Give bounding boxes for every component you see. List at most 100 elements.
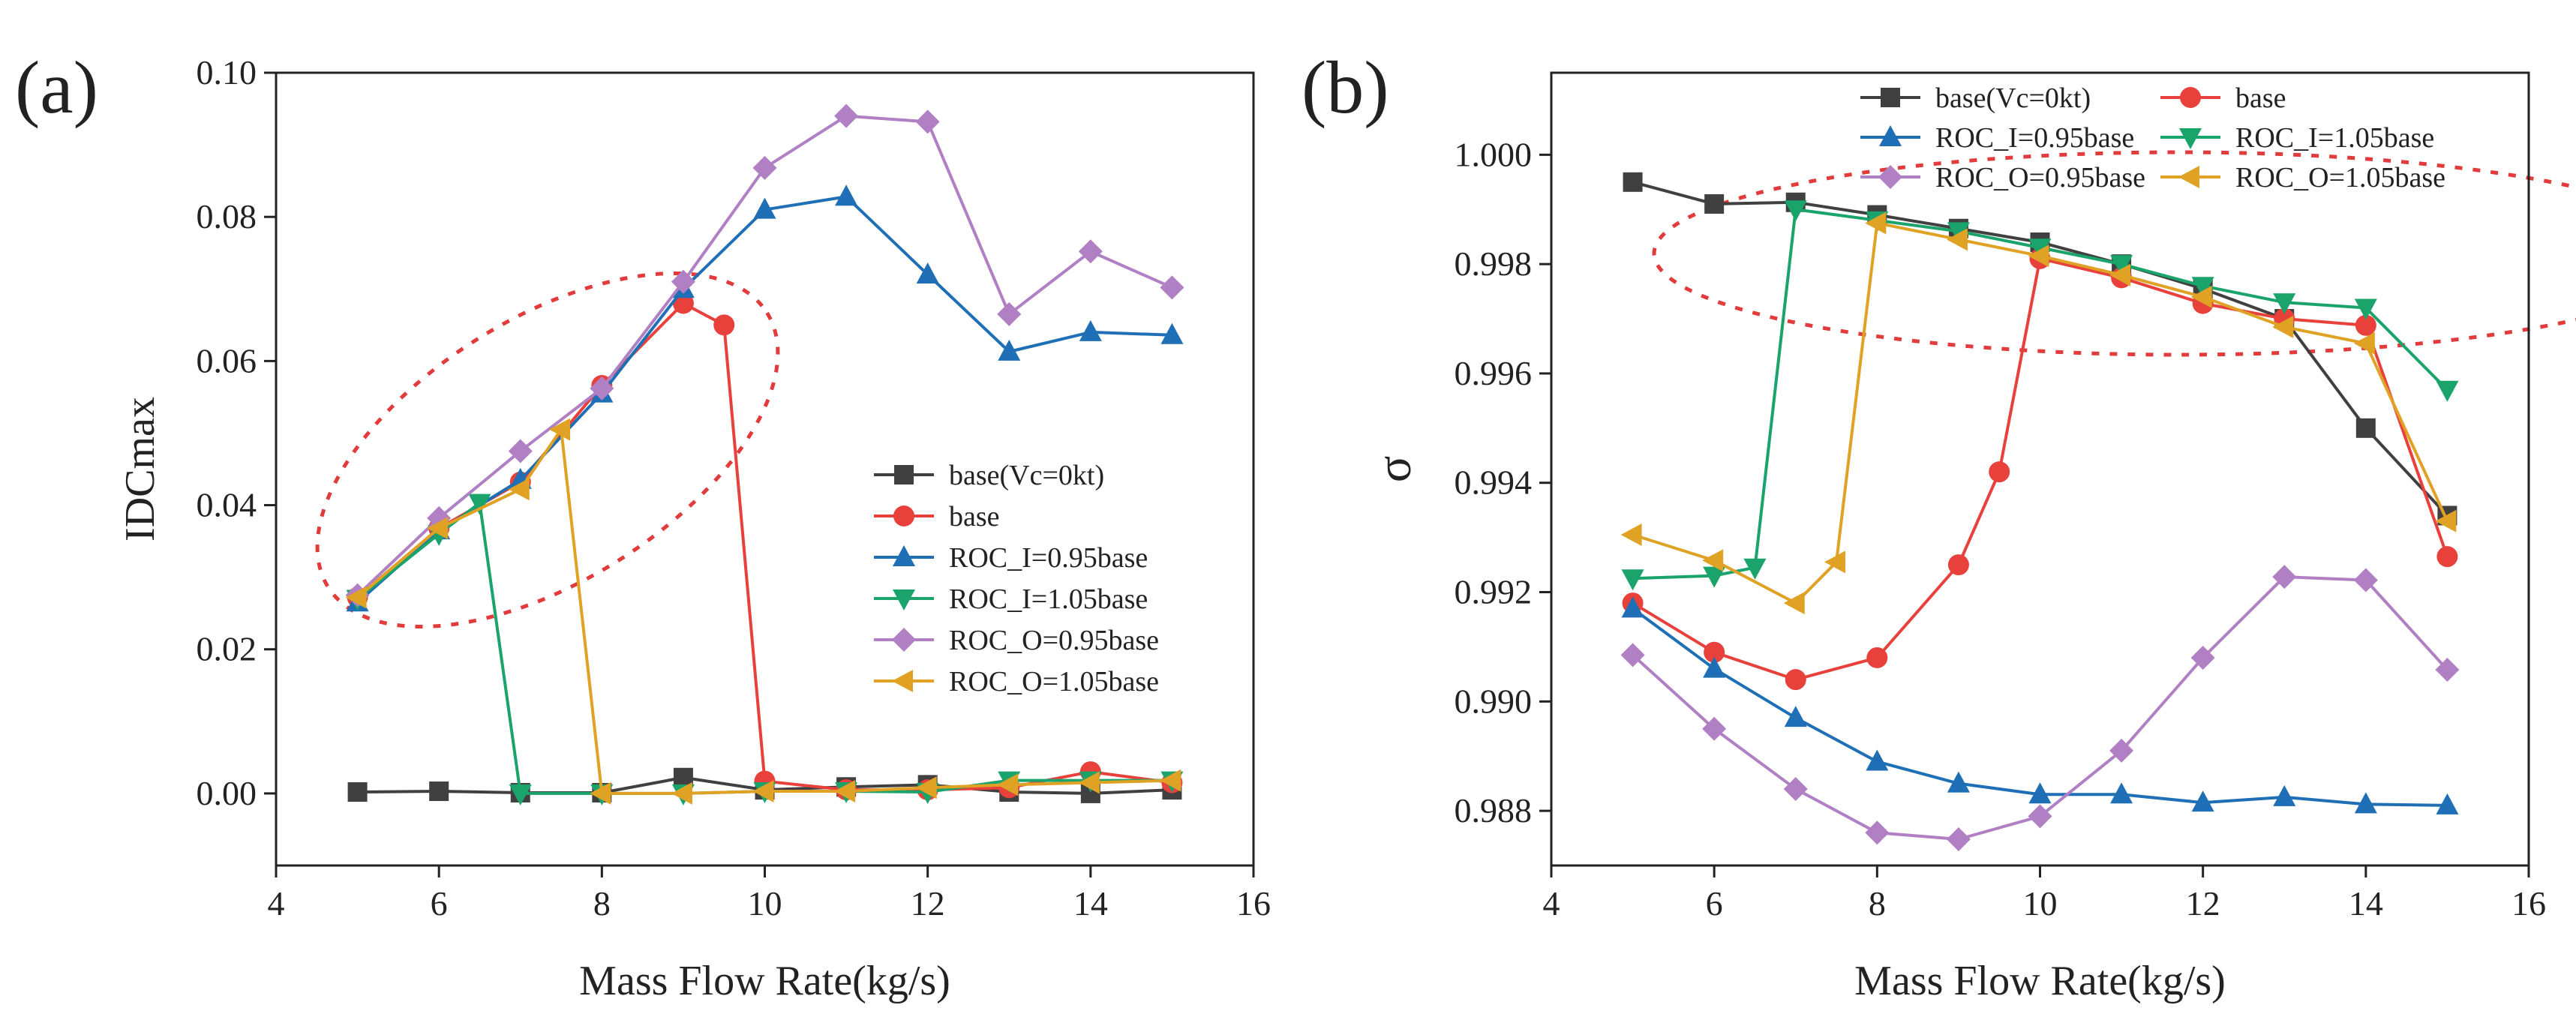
panelB-series-5-point [2272,315,2294,338]
panelB-series-5-point [2028,244,2049,268]
panelB-series-2-point [2436,793,2459,814]
panelA-legend-marker-0 [894,465,914,484]
panelA-series-4-point [508,439,533,464]
panelA-series-2-point [1160,322,1184,344]
panelB-legend-marker-1 [2180,87,2201,108]
panelB-legend-marker-4 [1878,165,1902,189]
panelB-series-2-point [2028,782,2052,804]
panelA-y-tick-label: 0.00 [197,774,257,812]
panelB-y-tick-label: 0.996 [1455,354,1533,392]
panelB-series-4-point [1865,820,1890,845]
panelB-x-tick-label: 6 [1706,884,1723,922]
panelA-legend-label-2: ROC_I=0.95base [949,542,1148,574]
panelB-legend-label-0: base(Vc=0kt) [1935,82,2091,114]
panelA-x-tick-label: 10 [748,884,782,922]
panelA-series-2-point [998,339,1021,361]
panelB-y-tick-label: 0.990 [1455,682,1533,720]
panelA-y-tick-label: 0.04 [197,486,257,524]
panelA-series-5-point [752,780,774,803]
panelB-series-4-point [1783,776,1808,801]
panelA-x-tick-label: 6 [431,884,448,922]
panelA-legend-label-5: ROC_O=1.05base [949,666,1159,698]
panelB-series-3-point [1947,222,1970,244]
panelA-series-5-point [671,782,692,805]
panelB-x-tick-label: 10 [2023,884,2058,922]
panelB-series-2-point [1947,771,1970,793]
panelB-series-4-point [2109,738,2134,763]
panelA-legend-label-4: ROC_O=0.95base [949,625,1159,656]
panelA-series-2-point [1079,320,1102,341]
panelB-series-3-point [2273,293,2296,315]
panelB-series-3-point [2028,238,2052,260]
panelA-series-5-point [345,586,367,609]
panelB-series-2-point [2191,790,2214,812]
panelB-series-3-point [1784,200,1807,222]
panelB-series-1-point [1785,669,1806,691]
panelA-series-1-point [713,314,735,336]
panelB-series-4-point [1702,716,1727,741]
panelA-highlight-ellipse [315,272,780,628]
panelB-x-tick-label: 14 [2349,884,2383,922]
panel-b-plot-frame [1550,71,2530,867]
panelB-y-tick-label: 0.992 [1455,573,1533,611]
panelA-series-5-point [549,418,571,441]
panelB-x-tick-label: 8 [1869,884,1886,922]
panelB-series-1-point [2355,314,2376,336]
panelB-series-3-point [2110,255,2133,277]
panelA-legend-marker-3 [893,590,915,610]
panel-a-label: (a) [15,46,98,129]
panelB-series-4-point [2028,804,2052,829]
panelB-x-tick-label: 4 [1543,884,1560,922]
panelA-series-5-point [590,782,611,805]
panelB-highlight-ellipse [1652,150,2576,357]
panelB-series-3-point [1703,566,1726,588]
panelA-legend-label-0: base(Vc=0kt) [949,460,1104,491]
panelA-series-3-point [509,784,532,806]
panelB-series-0-point [1704,194,1725,214]
panelA-series-4-point [671,269,695,294]
panelB-series-2-point [2110,782,2133,804]
panelB-series-3-point [2191,277,2214,298]
panelB-x-tick-label: 12 [2186,884,2220,922]
panelB-series-1-point [2436,546,2458,568]
panelA-legend-label-1: base [949,501,1000,532]
panelA-x-tick-label: 8 [593,884,611,922]
panelA-series-5-point [997,773,1019,796]
panelA-series-4-point [997,302,1022,326]
panelA-x-tick-label: 16 [1236,884,1271,922]
panelB-series-0-point [2355,418,2376,438]
panelB-series-2-point [2273,784,2296,806]
panelA-series-line-5 [356,428,1172,795]
panelB-legend-label-4: ROC_O=0.95base [1935,162,2145,194]
panelB-series-3-point [2436,380,2459,402]
panelB-legend-label-5: ROC_O=1.05base [2235,162,2445,194]
panelB-series-5-point [1702,549,1724,572]
panelA-series-4-point [1160,275,1184,300]
panelB-series-2-point [1866,749,1889,771]
panelB-series-0-point [1623,172,1643,192]
panelB-series-2-point [1703,656,1726,678]
panel-b-label: (b) [1302,46,1389,129]
panelB-series-5-point [2353,332,2375,355]
panelB-legend-marker-0 [1881,88,1900,107]
panelB-series-1-point [1704,641,1725,663]
panelA-series-5-point [1078,771,1100,794]
panelB-series-2-point [2354,792,2377,814]
panelB-legend-label-1: base [2235,82,2286,114]
panelA-series-5-point [915,776,937,800]
panelB-y-tick-label: 0.994 [1455,464,1533,502]
panelB-series-5-point [2190,285,2212,308]
panelB-series-line-2 [1632,607,2448,807]
panelA-series-5-point [508,478,530,501]
panelB-series-5-point [1946,228,1968,251]
panelB-series-5-point [2109,263,2131,286]
panelB-series-4-point [1620,643,1645,668]
panelA-series-4-point [915,110,940,134]
panel-a-y-axis-title: IDCmax [117,397,164,542]
panelB-legend-marker-3 [2179,128,2202,149]
panelB-series-2-point [1784,706,1807,728]
panelA-x-tick-label: 12 [911,884,945,922]
panelA-series-4-point [1078,239,1103,264]
panelB-legend: base(Vc=0kt) base ROC_I=0.95base ROC_I=1.05… [1860,82,2445,194]
panelA-series-4-point [752,155,777,180]
